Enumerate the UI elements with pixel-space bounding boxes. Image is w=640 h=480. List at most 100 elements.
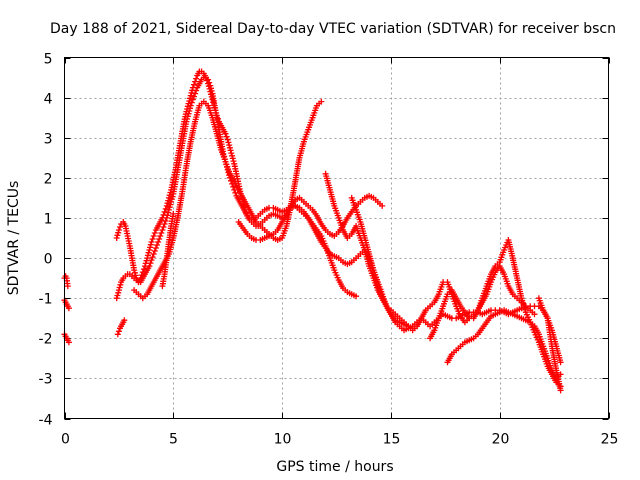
data-point: [162, 205, 169, 212]
data-point: [241, 204, 248, 211]
data-point: [131, 267, 138, 274]
data-point: [192, 90, 199, 97]
data-point: [149, 236, 156, 242]
data-point: [189, 84, 196, 91]
y-axis-label: SDTVAR / TECUs: [6, 181, 22, 296]
data-point: [379, 202, 386, 209]
data-point: [213, 110, 220, 116]
data-point: [115, 328, 122, 335]
data-point: [159, 214, 166, 221]
y-tick-label: -2: [39, 332, 53, 348]
data-point: [222, 130, 229, 137]
data-point: [117, 281, 124, 288]
data-point: [117, 224, 123, 230]
data-point: [150, 233, 157, 239]
data-point: [144, 252, 151, 259]
axis-ticks: [64, 57, 610, 420]
data-point: [170, 210, 177, 217]
data-point: [115, 289, 122, 296]
data-point: [165, 206, 172, 213]
data-point: [151, 248, 158, 254]
data-point: [115, 229, 122, 236]
data-point: [151, 230, 158, 236]
data-point: [212, 107, 219, 114]
y-tick-label: 5: [44, 52, 53, 68]
data-point: [192, 78, 199, 85]
data-point: [155, 239, 162, 245]
data-point: [214, 115, 221, 122]
x-tick-label: 15: [383, 432, 401, 448]
x-tick-label: 25: [601, 432, 619, 448]
x-tick-label: 20: [492, 432, 510, 448]
data-point: [228, 150, 235, 157]
y-tick-label: 2: [44, 172, 53, 188]
data-point: [160, 224, 167, 230]
data-point: [206, 85, 213, 92]
data-point: [204, 77, 210, 84]
data-point: [208, 93, 215, 100]
data-point: [149, 254, 156, 261]
data-point: [187, 95, 193, 102]
data-point: [140, 266, 147, 273]
data-point: [142, 260, 149, 267]
data-point: [318, 98, 325, 105]
data-point: [210, 99, 217, 106]
data-point: [137, 275, 144, 282]
data-point: [205, 83, 212, 90]
data-point: [132, 272, 139, 279]
data-point: [159, 227, 166, 233]
data-point: [191, 81, 197, 88]
data-point: [160, 211, 167, 218]
data-point: [150, 251, 157, 257]
data-point: [223, 133, 230, 140]
y-tick-label: 1: [44, 212, 53, 228]
data-point: [168, 198, 175, 205]
grid-lines: [64, 57, 609, 419]
data-point: [142, 263, 148, 270]
data-point: [186, 98, 193, 104]
data-point: [353, 293, 360, 300]
data-point: [161, 208, 168, 215]
y-tick-labels: -4 -3 -2 -1 0 1 2 3 4 5: [39, 52, 53, 429]
data-point: [121, 317, 128, 324]
data-point: [65, 305, 72, 312]
data-point: [211, 104, 218, 111]
data-point: [139, 269, 146, 276]
data-point: [207, 88, 214, 95]
data-markers: [61, 68, 564, 394]
data-point: [163, 202, 170, 209]
data-point: [65, 339, 72, 346]
data-point: [230, 158, 237, 165]
data-point: [162, 218, 169, 224]
data-point: [189, 87, 196, 94]
data-point: [243, 209, 250, 216]
data-point: [224, 136, 231, 143]
data-point: [557, 359, 564, 366]
data-point: [114, 331, 121, 338]
data-point: [184, 106, 191, 112]
data-point: [147, 244, 154, 251]
data-point: [189, 96, 196, 103]
data-point: [226, 142, 233, 149]
y-tick-label: 0: [44, 252, 53, 268]
data-point: [152, 245, 159, 251]
data-point: [116, 284, 123, 291]
data-point: [148, 239, 155, 245]
data-point: [113, 235, 120, 241]
data-point: [144, 255, 151, 262]
data-point: [147, 241, 154, 248]
data-point: [154, 242, 160, 248]
data-point: [113, 295, 120, 302]
x-tick-label: 5: [169, 432, 178, 448]
data-point: [191, 93, 197, 100]
data-point: [166, 192, 173, 199]
data-point: [531, 311, 538, 318]
data-point: [145, 249, 152, 256]
data-point: [165, 197, 172, 204]
data-point: [229, 155, 236, 162]
data-point: [165, 194, 172, 201]
y-tick-label: 3: [44, 132, 53, 148]
plot-frame: [64, 57, 609, 419]
data-point: [232, 189, 239, 196]
